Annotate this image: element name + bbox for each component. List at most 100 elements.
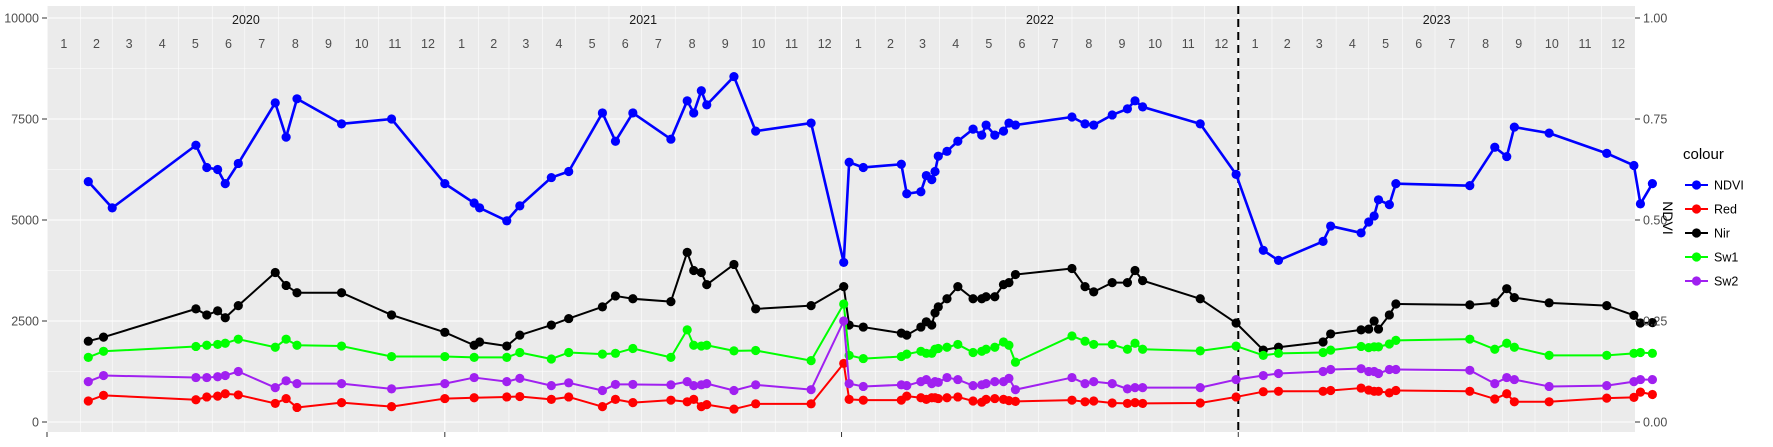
data-point-red (515, 391, 525, 402)
data-point-sw2 (597, 385, 608, 396)
data-point-red (98, 390, 109, 400)
data-point-ndvi (292, 94, 302, 104)
data-point-ndvi (839, 257, 849, 268)
data-point-nir (1004, 278, 1014, 288)
month-label: 11 (388, 37, 401, 51)
data-point-ndvi (702, 100, 712, 110)
data-point-ndvi (858, 162, 868, 173)
data-point-nir (502, 341, 512, 351)
data-point-sw2 (1465, 365, 1475, 375)
data-point-sw1 (858, 353, 868, 364)
data-point-sw1 (702, 340, 712, 350)
year-label: 2023 (1423, 13, 1451, 27)
data-point-sw2 (1502, 372, 1512, 383)
data-point-sw1 (990, 342, 1000, 352)
data-point-sw2 (942, 372, 952, 383)
data-point-red (1130, 398, 1140, 408)
month-label: 12 (818, 37, 832, 51)
data-point-red (1010, 396, 1021, 406)
data-point-sw2 (902, 381, 912, 391)
data-point-sw2 (839, 316, 849, 326)
data-point-nir (1544, 298, 1554, 308)
data-point-nir (953, 282, 963, 292)
data-point-sw2 (191, 372, 201, 383)
data-point-sw1 (1080, 336, 1090, 346)
data-point-red (1629, 392, 1639, 402)
month-label: 12 (421, 37, 435, 51)
data-point-sw2 (98, 370, 109, 381)
data-point-nir (1195, 294, 1205, 304)
legend-label: NDVI (1714, 179, 1744, 193)
data-point-red (610, 394, 621, 404)
data-point-ndvi (1273, 255, 1284, 265)
month-label: 6 (1018, 37, 1025, 51)
data-point-red (564, 392, 574, 402)
data-point-nir (981, 292, 991, 302)
y2-tick-label: 0.50 (1643, 214, 1667, 228)
y2-tick-label: 0.75 (1643, 113, 1667, 127)
data-point-sw1 (1373, 342, 1384, 352)
data-point-sw2 (933, 377, 943, 388)
data-point-sw1 (666, 352, 676, 362)
data-point-nir (1629, 310, 1639, 320)
data-point-sw1 (202, 340, 212, 350)
data-point-ndvi (83, 177, 93, 187)
data-point-ndvi (502, 216, 512, 226)
data-point-nir (475, 337, 485, 347)
data-point-sw2 (1004, 373, 1014, 383)
data-point-sw1 (386, 351, 397, 362)
year-labels: 2020 2021 2022 2023 (232, 13, 1451, 27)
data-point-red (1635, 387, 1646, 397)
data-point-ndvi (515, 201, 525, 211)
data-point-nir (628, 294, 638, 304)
data-point-nir (933, 302, 943, 312)
data-point-ndvi (696, 86, 706, 96)
data-point-red (1544, 397, 1554, 407)
data-point-nir (220, 313, 230, 323)
y2-tick-label: 1.00 (1643, 12, 1667, 26)
data-point-red (1107, 398, 1117, 408)
data-point-sw2 (1544, 381, 1554, 392)
data-point-sw1 (1465, 334, 1475, 344)
data-point-red (1326, 385, 1336, 396)
data-point-nir (233, 301, 243, 311)
data-point-red (666, 395, 676, 405)
data-point-sw1 (502, 352, 512, 362)
month-label: 2 (93, 37, 100, 51)
data-point-ndvi (896, 159, 906, 169)
data-point-sw1 (515, 347, 525, 358)
data-point-red (1231, 392, 1241, 402)
data-point-red (1258, 387, 1268, 397)
data-point-sw2 (844, 379, 854, 389)
data-point-sw1 (1010, 357, 1021, 367)
data-point-sw2 (386, 384, 397, 394)
data-point-ndvi (1629, 160, 1639, 171)
data-point-sw2 (281, 376, 291, 386)
data-point-red (1490, 394, 1500, 404)
data-point-nir (1130, 265, 1140, 276)
data-point-nir (610, 291, 621, 301)
month-label: 2 (887, 37, 894, 51)
data-point-nir (1364, 324, 1374, 334)
data-point-red (902, 391, 912, 401)
data-point-sw1 (839, 299, 849, 309)
data-point-red (336, 398, 347, 408)
month-label: 10 (355, 37, 369, 51)
data-point-nir (1369, 316, 1379, 326)
series-layer (83, 6, 1657, 432)
data-point-sw1 (1647, 348, 1657, 358)
data-point-ndvi (977, 130, 987, 140)
data-point-nir (990, 292, 1000, 302)
data-point-ndvi (998, 126, 1009, 136)
data-point-ndvi (191, 140, 201, 150)
data-point-sw2 (292, 379, 302, 389)
data-point-ndvi (1195, 119, 1205, 129)
data-point-sw2 (469, 372, 479, 383)
data-point-nir (336, 288, 347, 298)
data-point-red (597, 402, 608, 412)
legend: colour NDVI Red Nir Sw1 Sw2 (1683, 146, 1744, 289)
data-point-nir (666, 297, 676, 307)
month-label: 2 (490, 37, 497, 51)
data-point-sw2 (83, 377, 93, 387)
